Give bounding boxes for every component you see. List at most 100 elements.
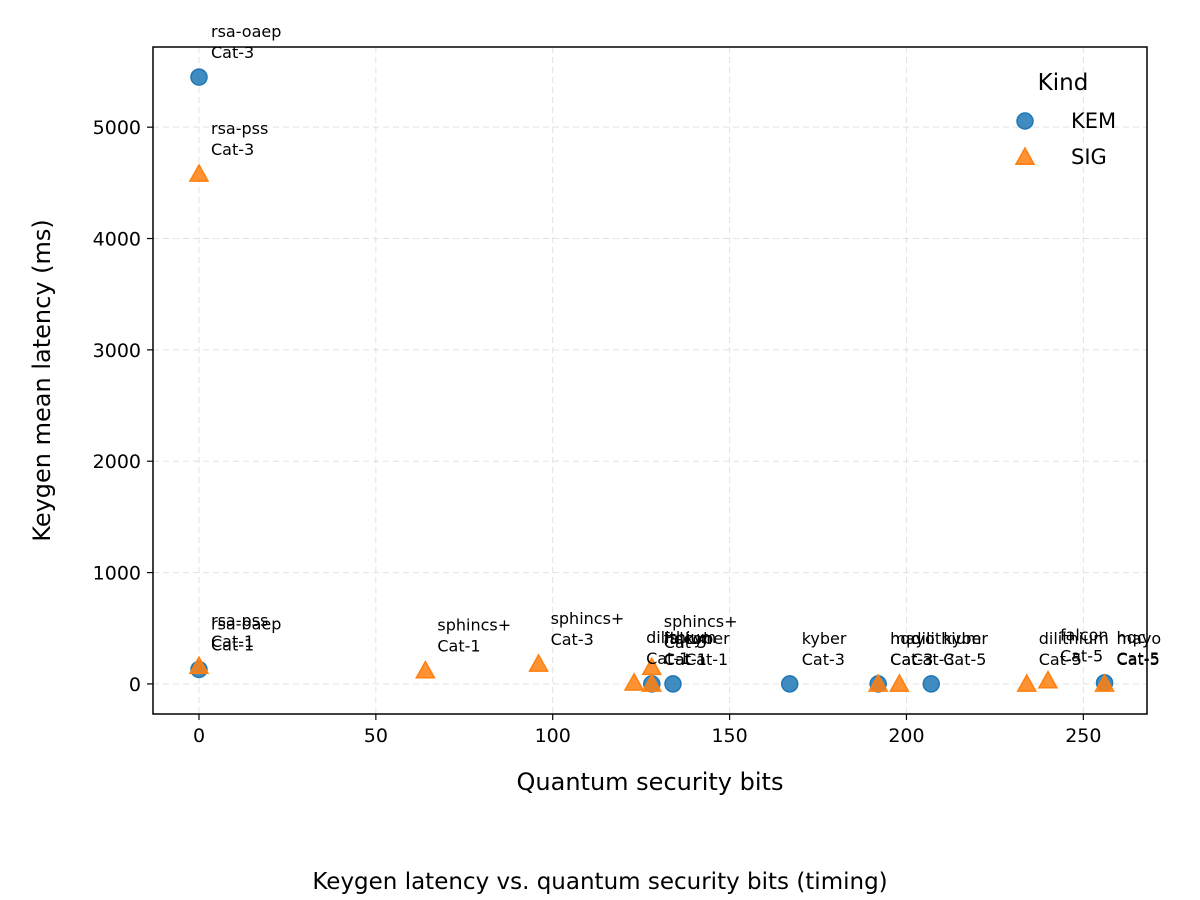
point-label-line: falcon — [1060, 626, 1109, 645]
point-label-line: Cat-1 — [437, 637, 480, 656]
point-label-line: Cat-1 — [646, 649, 689, 668]
point-label-line: kyber — [802, 629, 847, 648]
sig-point — [415, 660, 436, 679]
y-tick-label: 5000 — [93, 117, 141, 139]
point-label-line: dilithium — [646, 628, 716, 647]
legend-label-kem: KEM — [1071, 109, 1116, 133]
sig-point — [623, 672, 645, 691]
legend-marker-kem — [1016, 112, 1034, 130]
point-label-line: Cat-3 — [890, 650, 933, 669]
x-tick-label: 50 — [364, 725, 388, 747]
sig-point-label: dilithium Cat-5 — [1039, 629, 1109, 669]
legend-title: Kind — [1038, 70, 1089, 96]
point-label-line: hqc — [664, 629, 693, 648]
sig-point-label: dilithium Cat-1 — [646, 628, 716, 668]
kem-point — [190, 68, 208, 86]
point-label-line: Cat-1 — [211, 632, 254, 651]
point-label-line: sphincs+ — [551, 609, 625, 628]
kem-point-label: kyber Cat-5 — [943, 629, 988, 669]
legend-marker-sig — [1014, 146, 1036, 165]
point-label-line: Cat-5 — [1039, 650, 1082, 669]
y-tick-label: 2000 — [93, 451, 141, 473]
marks-layer — [188, 68, 1115, 693]
ticks-layer: 0 50 100 150 200 250 0 1000 2000 3000 4000 5000 — [93, 117, 1102, 747]
point-label-line: Cat-3 — [551, 630, 594, 649]
sig-point — [188, 655, 210, 675]
kem-point — [922, 675, 940, 693]
sig-point-label: mayo Cat-3 — [890, 629, 935, 669]
point-label-line: mayo — [890, 629, 935, 648]
point-label-line: Cat-3 — [911, 650, 954, 669]
point-label-line: Cat-3 — [802, 650, 845, 669]
kem-point-label: rsa-oaep Cat-1 — [211, 614, 281, 654]
legend: Kind KEM SIG — [1014, 70, 1116, 169]
point-label-line: rsa-oaep — [211, 614, 281, 633]
point-label-line: rsa-oaep — [211, 22, 281, 41]
sig-point — [1037, 670, 1059, 689]
sig-point — [528, 653, 549, 672]
sig-point — [1094, 673, 1115, 692]
point-label-line: Cat-5 — [1117, 650, 1160, 669]
kem-point-label: kyber Cat-1 — [685, 629, 730, 669]
legend-label-sig: SIG — [1071, 145, 1107, 169]
x-tick-label: 250 — [1065, 725, 1101, 747]
sig-point — [1016, 673, 1038, 692]
sig-point-label: sphincs+ Cat-1 — [437, 616, 511, 656]
kem-point-label: hqc Cat-5 — [1117, 628, 1160, 668]
sig-point-label: rsa-pss Cat-3 — [211, 119, 268, 159]
point-label-line: kyber — [943, 629, 988, 648]
sig-point — [641, 673, 663, 692]
y-tick-label: 1000 — [93, 563, 141, 585]
kem-point-label: hqc Cat-3 — [890, 629, 933, 669]
point-label-line: Cat-5 — [943, 650, 986, 669]
sig-point-label: dilithium Cat-3 — [911, 629, 981, 669]
kem-point — [780, 675, 799, 693]
y-tick-label: 0 — [129, 674, 141, 696]
point-label-line: Cat-1 — [664, 650, 707, 669]
chart-caption: Keygen latency vs. quantum security bits… — [312, 869, 887, 895]
x-tick-label: 200 — [888, 725, 924, 747]
x-tick-label: 150 — [711, 725, 747, 747]
point-label-line: rsa-pss — [211, 119, 268, 138]
point-label-line: Cat-1 — [664, 650, 707, 669]
sig-point — [889, 673, 910, 692]
sig-point — [188, 163, 210, 182]
point-label-line: Cat-5 — [1060, 647, 1103, 666]
point-label-line: falcon — [664, 629, 713, 648]
x-axis-label: Quantum security bits — [517, 768, 784, 796]
point-label-line: dilithium — [911, 629, 981, 648]
sig-point-label: sphincs+ Cat-3 — [551, 609, 625, 649]
sig-point-label: falcon Cat-5 — [1060, 626, 1109, 666]
point-label-line: Cat-5 — [1117, 649, 1160, 668]
sig-point-label: rsa-pss Cat-1 — [211, 611, 268, 651]
kem-point-label: kyber Cat-3 — [802, 629, 847, 669]
point-label-line: kyber — [685, 629, 730, 648]
point-label-line: hqc — [890, 629, 919, 648]
point-label-line: Cat-1 — [211, 635, 254, 654]
point-label-line: Cat-5 — [664, 633, 707, 652]
point-label-line: rsa-pss — [211, 611, 268, 630]
kem-point-label: rsa-oaep Cat-3 — [211, 22, 281, 62]
point-label-line: Cat-3 — [890, 650, 933, 669]
point-label-line: mayo — [1117, 629, 1162, 648]
point-label-line: Cat-3 — [211, 140, 254, 159]
y-tick-label: 4000 — [93, 229, 141, 251]
point-label-line: dilithium — [1039, 629, 1109, 648]
plot-area-frame — [152, 46, 1148, 715]
grid-layer — [153, 47, 1147, 714]
kem-point-label: hqc Cat-1 — [664, 629, 707, 669]
sig-point-label: mayo Cat-5 — [1117, 629, 1162, 669]
sig-point — [867, 673, 889, 692]
point-label-line: Cat-1 — [685, 650, 728, 669]
sig-point — [641, 656, 663, 676]
point-label-line: hqc — [1117, 628, 1146, 647]
x-tick-label: 0 — [193, 725, 205, 747]
point-label-line: Cat-3 — [211, 43, 254, 62]
point-label-line: sphincs+ — [664, 612, 738, 631]
x-tick-label: 100 — [535, 725, 571, 747]
sig-point-label: sphincs+ Cat-5 — [664, 612, 738, 652]
sig-point-label: falcon Cat-1 — [664, 629, 713, 669]
kem-point — [664, 675, 682, 693]
